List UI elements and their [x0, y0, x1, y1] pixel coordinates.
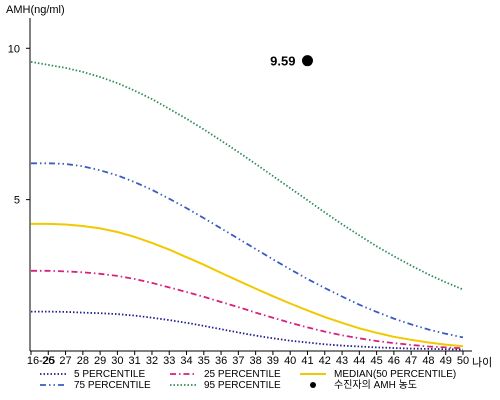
x-tick-label: 47 [405, 355, 417, 367]
x-tick-label: 46 [388, 355, 400, 367]
series-line-0 [31, 310, 464, 351]
x-tick-label: 49 [440, 355, 452, 367]
x-tick-label: 48 [422, 355, 434, 367]
legend-label: 5 PERCENTILE [74, 369, 145, 380]
legend-point-swatch [310, 382, 316, 388]
legend-label: 수진자의 AMH 농도 [334, 379, 417, 391]
x-tick-label: 16-25 [27, 355, 55, 367]
x-tick-label: 31 [129, 355, 141, 367]
x-tick-label: 32 [146, 355, 158, 367]
x-tick-label: 36 [215, 355, 227, 367]
legend-label: 75 PERCENTILE [74, 380, 151, 391]
x-tick-label: 28 [77, 355, 89, 367]
x-tick-label: 27 [59, 355, 71, 367]
x-tick-label: 42 [319, 355, 331, 367]
x-tick-label: 34 [180, 355, 192, 367]
series-line-2 [31, 222, 464, 348]
legend: 5 PERCENTILE 25 PERCENTILE MEDIAN(50 PERCE… [40, 369, 456, 391]
x-tick-label: 38 [250, 355, 262, 367]
data-points: 9.59 [270, 54, 313, 69]
x-tick-label: 39 [267, 355, 279, 367]
y-tick-label: 5 [14, 195, 20, 207]
patient-amh-point-label: 9.59 [270, 54, 295, 69]
y-tick-label: 10 [8, 43, 20, 55]
series-line-1 [31, 269, 464, 350]
patient-amh-point [301, 55, 313, 67]
x-tick-label: 37 [232, 355, 244, 367]
x-tick-label: 29 [94, 355, 106, 367]
x-tick-label: 41 [301, 355, 313, 367]
x-tick-label: 43 [336, 355, 348, 367]
legend-label: MEDIAN(50 PERCENTILE) [334, 369, 456, 380]
series-line-3 [31, 162, 464, 339]
x-tick-label: 26 [42, 355, 54, 367]
x-tick-label: 33 [163, 355, 175, 367]
x-tick-label: 35 [198, 355, 210, 367]
x-axis-title: 나이 [472, 356, 492, 369]
legend-label: 95 PERCENTILE [204, 380, 281, 391]
series-line-4 [30, 61, 464, 291]
x-tick-label: 50 [457, 355, 469, 367]
legend-label: 25 PERCENTILE [204, 369, 281, 380]
x-tick-label: 30 [111, 355, 123, 367]
x-tick-label: 44 [353, 355, 365, 367]
y-axis-title: AMH(ng/ml) [6, 4, 65, 16]
series-lines [30, 61, 464, 351]
y-axis-ticks: 5 10 [8, 43, 30, 207]
x-tick-label: 40 [284, 355, 296, 367]
x-tick-label: 45 [370, 355, 382, 367]
